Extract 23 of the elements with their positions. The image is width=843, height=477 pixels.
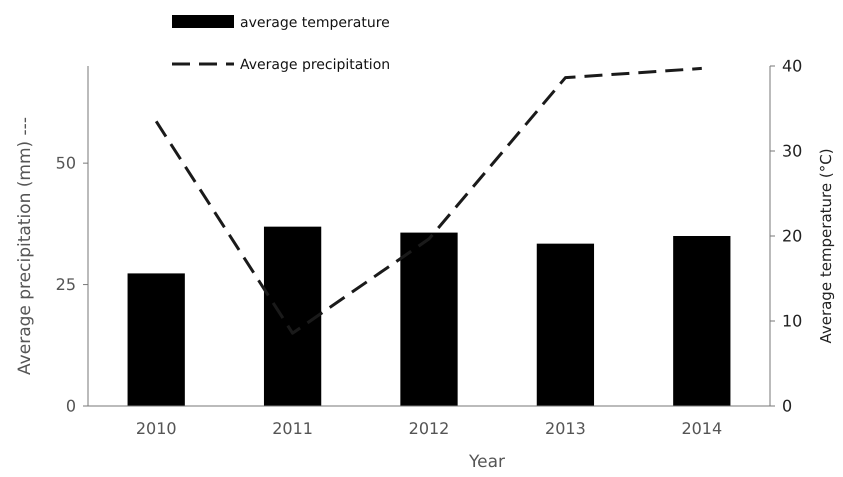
bar: [536, 244, 594, 406]
x-axis-title: Year: [468, 452, 506, 472]
bar: [400, 232, 458, 406]
y-tick-label: 25: [56, 275, 76, 294]
bar: [673, 236, 730, 406]
x-tick-label: 2010: [136, 419, 177, 438]
legend-label: Average precipitation: [240, 56, 390, 73]
x-tick-label: 2013: [545, 419, 586, 438]
y2-tick-label: 30: [782, 142, 802, 161]
bar: [264, 226, 322, 406]
y-tick-label: 50: [56, 154, 76, 173]
y-tick-label: 0: [66, 396, 76, 416]
y-axis-title: Average precipitation (mm) ---: [15, 117, 35, 375]
y2-tick-label: 0: [782, 396, 792, 416]
y2-tick-label: 40: [782, 56, 802, 76]
y2-tick-label: 10: [782, 312, 802, 331]
x-tick-label: 2011: [272, 419, 313, 438]
y2-tick-label: 20: [782, 226, 802, 246]
x-tick-label: 2012: [408, 419, 450, 438]
y2-axis-title: Average temperature (°C): [817, 148, 835, 344]
legend-label: average temperature: [240, 14, 390, 31]
x-tick-label: 2014: [681, 419, 722, 438]
bar: [128, 273, 185, 406]
